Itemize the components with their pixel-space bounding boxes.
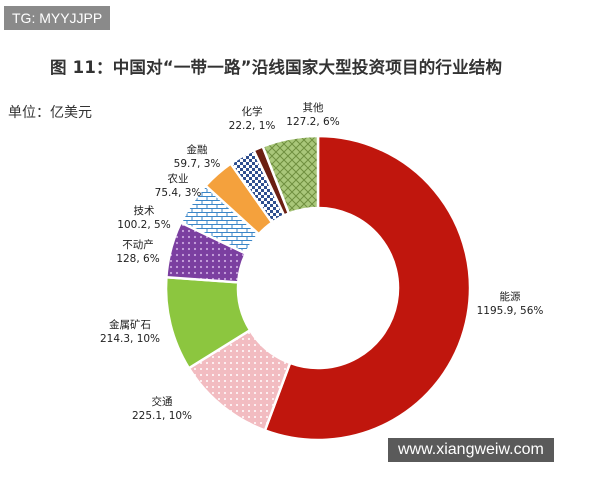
slice-value-label-3: 214.3, 10% — [100, 333, 160, 345]
slice-name-label-9: 其他 — [303, 101, 324, 114]
tg-badge: TG: MYYJJPP — [4, 6, 111, 30]
unit-label: 单位：亿美元 — [8, 105, 92, 121]
slice-name-label-4: 不动产 — [122, 238, 154, 251]
slice-value-label-8: 22.2, 1% — [229, 120, 276, 132]
chart-title: 图 11：中国对“一带一路”沿线国家大型投资项目的行业结构 — [50, 58, 503, 77]
slice-name-label-1: 能源 — [500, 290, 521, 303]
slice-1 — [263, 134, 472, 442]
watermark: www.xiangweiw.com — [388, 438, 554, 462]
slice-name-label-7: 金融 — [187, 143, 208, 156]
slice-value-label-5: 100.2, 5% — [117, 219, 170, 231]
slice-value-label-4: 128, 6% — [116, 253, 159, 265]
slice-value-label-2: 225.1, 10% — [132, 410, 192, 422]
slice-9 — [261, 134, 320, 216]
slice-name-label-6: 农业 — [168, 172, 189, 185]
slice-name-label-8: 化学 — [242, 105, 263, 118]
slice-name-label-3: 金属矿石 — [109, 318, 151, 331]
slice-name-label-2: 交通 — [152, 395, 173, 408]
slice-value-label-1: 1195.9, 56% — [477, 305, 544, 317]
slice-value-label-7: 59.7, 3% — [174, 158, 221, 170]
slice-value-label-6: 75.4, 3% — [155, 187, 202, 199]
slice-value-label-9: 127.2, 6% — [286, 116, 339, 128]
slice-name-label-5: 技术 — [134, 204, 155, 217]
